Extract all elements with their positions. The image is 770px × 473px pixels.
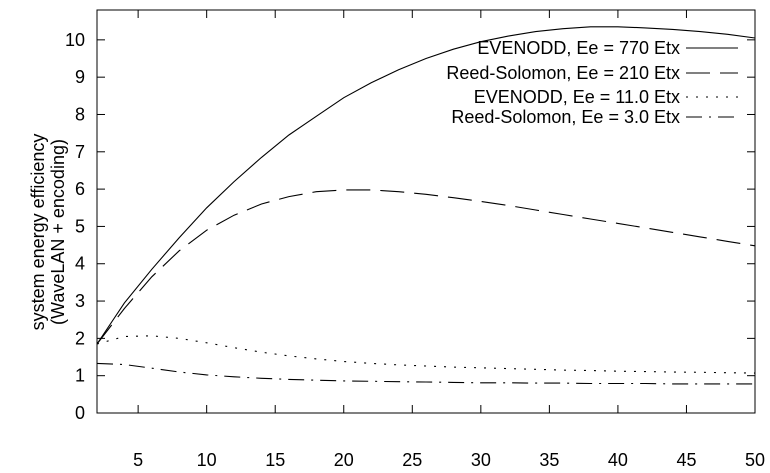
legend-label-3: EVENODD, Ee = 11.0 Etx <box>474 87 680 107</box>
y-tick-label: 4 <box>75 254 85 274</box>
legend-label-2: Reed-Solomon, Ee = 210 Etx <box>446 63 680 83</box>
x-tick-label: 30 <box>471 450 491 470</box>
x-tick-label: 5 <box>133 450 143 470</box>
legend-label-4: Reed-Solomon, Ee = 3.0 Etx <box>451 107 680 127</box>
y-tick-label: 1 <box>75 366 85 386</box>
x-tick-label: 50 <box>745 450 765 470</box>
y-tick-label: 9 <box>75 67 85 87</box>
series-line-4 <box>96 362 755 385</box>
series-line-2 <box>96 189 756 345</box>
y-tick-label: 7 <box>75 142 85 162</box>
y-tick-label: 5 <box>75 216 85 236</box>
x-tick-label: 20 <box>334 450 354 470</box>
y-axis-label-line-1: system energy efficiency <box>28 134 48 331</box>
y-tick-label: 0 <box>75 403 85 423</box>
series-line-3 <box>96 335 756 374</box>
y-axis-ticks: 0 1 2 3 4 5 6 7 8 9 10 <box>65 30 755 423</box>
y-tick-label: 10 <box>65 30 85 50</box>
series-layer <box>96 26 756 385</box>
x-tick-label: 25 <box>402 450 422 470</box>
x-tick-label: 45 <box>676 450 696 470</box>
legend-label-1: EVENODD, Ee = 770 Etx <box>477 38 680 58</box>
y-tick-label: 3 <box>75 291 85 311</box>
x-tick-label: 15 <box>265 450 285 470</box>
x-tick-label: 40 <box>608 450 628 470</box>
y-tick-label: 6 <box>75 179 85 199</box>
y-axis-label-line-2: (WaveLAN + encoding) <box>48 139 68 325</box>
x-tick-label: 10 <box>197 450 217 470</box>
plot-frame <box>96 9 756 414</box>
y-tick-label: 2 <box>75 328 85 348</box>
y-tick-label: 8 <box>75 104 85 124</box>
x-tick-label: 35 <box>539 450 559 470</box>
legend: EVENODD, Ee = 770 Etx Reed-Solomon, Ee = … <box>446 38 738 127</box>
x-axis-ticks: 5 10 15 20 25 30 35 40 45 50 <box>133 10 765 470</box>
series-line-1 <box>96 26 756 345</box>
